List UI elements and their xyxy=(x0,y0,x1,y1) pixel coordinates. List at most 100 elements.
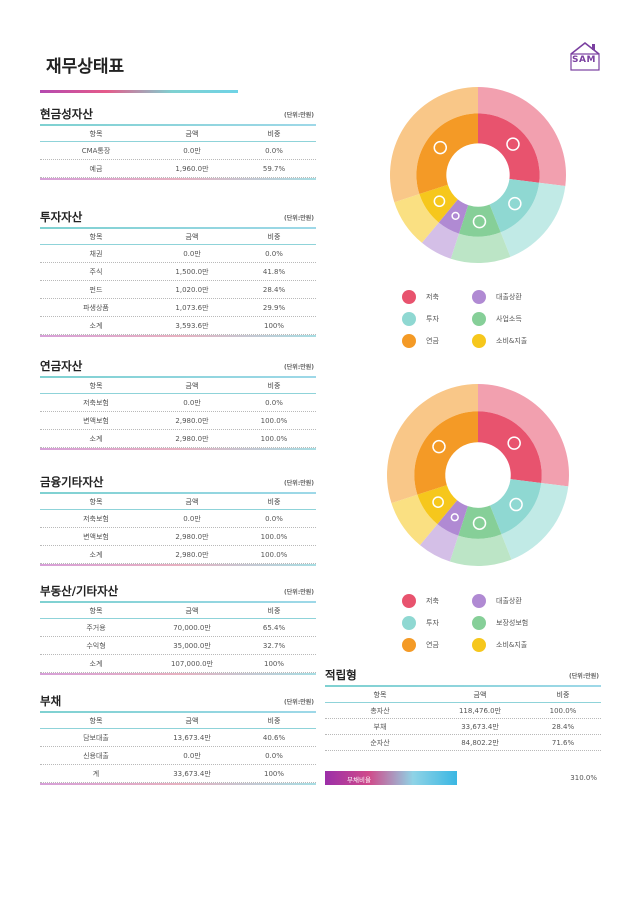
header-amount: 금액 xyxy=(185,716,199,725)
legend-label: 투자 xyxy=(426,619,439,627)
row-item: 변액보험 xyxy=(83,416,109,425)
legend-item: 저축 xyxy=(402,594,439,608)
legend-swatch xyxy=(402,290,416,304)
section-rule xyxy=(40,601,316,603)
legend-item: 소비&지출 xyxy=(472,638,527,652)
section-title: 부동산/기타자산 xyxy=(40,584,119,598)
row-share: 100.0% xyxy=(260,416,288,425)
section-rule xyxy=(40,227,316,229)
logo-text: SAM xyxy=(572,55,596,65)
legend-label: 연금 xyxy=(426,337,439,345)
section-rule xyxy=(325,685,601,687)
row-amount: 2,980.0만 xyxy=(175,550,209,559)
legend-label: 저축 xyxy=(426,293,439,301)
row-item: CMA통장 xyxy=(81,146,111,155)
row-amount: 1,020.0만 xyxy=(175,285,209,294)
row-share: 0.0% xyxy=(265,514,283,523)
table-row: 총자산 118,476.0만 100.0% xyxy=(325,703,601,719)
donut-outer-segment xyxy=(394,194,439,243)
debt-ratio-value: 310.0% xyxy=(570,774,597,782)
legend-label: 보장성보험 xyxy=(496,619,529,627)
donut-outer-segment xyxy=(478,384,569,487)
header-item: 항목 xyxy=(89,497,103,506)
row-amount: 0.0만 xyxy=(183,514,201,523)
legend-label: 투자 xyxy=(426,315,439,323)
row-item: 주식 xyxy=(89,267,103,276)
section-title: 연금자산 xyxy=(40,359,83,373)
legend-swatch xyxy=(472,594,486,608)
investment-assets-section: 투자자산 (단위:만원) 항목 금액 비중 채권 0.0만 0.0% 주식 1,500.0만 41.… xyxy=(40,209,316,337)
header-share: 비중 xyxy=(267,232,281,241)
cash-assets-section: 현금성자산 (단위:만원) 항목 금액 비중 CMA통장 0.0만 0.0% 예금 1,960.0… xyxy=(40,106,316,180)
debt-ratio-label: 부채비율 xyxy=(347,776,371,784)
row-amount: 35,000.0만 xyxy=(173,641,211,650)
section-end-rule xyxy=(40,178,316,180)
section-end-rule xyxy=(40,335,316,337)
invest-icon xyxy=(509,497,523,512)
debt-ratio-bar: 부채비율 310.0% xyxy=(325,771,601,785)
legend-label: 소비&지출 xyxy=(496,337,528,345)
table-row: 저축보험 0.0만 0.0% xyxy=(40,394,316,412)
table-row: 변액보험 2,980.0만 100.0% xyxy=(40,412,316,430)
donut-outer-segment xyxy=(501,482,569,560)
section-rule xyxy=(40,376,316,378)
donut-outer-segment xyxy=(449,534,512,566)
donut-segment xyxy=(419,184,458,223)
section-title: 부채 xyxy=(40,694,62,708)
table-row: 신용대출 0.0만 0.0% xyxy=(40,747,316,765)
row-item: 예금 xyxy=(89,164,103,173)
row-item: 변액보험 xyxy=(83,532,109,541)
row-item: 수익형 xyxy=(86,641,106,650)
table-row: 소계 3,593.6만 100% xyxy=(40,317,316,335)
consumption-icon xyxy=(433,140,448,155)
table-row: 부채 33,673.4만 28.4% xyxy=(325,719,601,735)
header-share: 비중 xyxy=(267,497,281,506)
table-row: 파생상품 1,073.6만 29.9% xyxy=(40,299,316,317)
row-item: 소계 xyxy=(89,550,103,559)
header-share: 비중 xyxy=(267,606,281,615)
financial-other-assets-section: 금융기타자산 (단위:만원) 항목 금액 비중 저축보험 0.0만 0.0% 변액보험 2,980… xyxy=(40,474,316,566)
row-share: 100.0% xyxy=(260,550,288,559)
donut-outer-segment xyxy=(390,87,478,203)
section-title: 적립형 xyxy=(325,668,357,682)
unit-label: (단위:만원) xyxy=(569,673,599,680)
legend-item: 대출상환 xyxy=(472,290,522,304)
row-amount: 70,000.0만 xyxy=(173,623,211,632)
table-row: CMA통장 0.0만 0.0% xyxy=(40,142,316,160)
header-amount: 금액 xyxy=(185,232,199,241)
legend-item: 사업소득 xyxy=(472,312,522,326)
legend-label: 대출상환 xyxy=(496,293,522,301)
row-share: 65.4% xyxy=(262,623,286,632)
header-amount: 금액 xyxy=(185,129,199,138)
row-amount: 13,673.4만 xyxy=(173,733,211,742)
row-share: 100.0% xyxy=(260,434,288,443)
section-title: 금융기타자산 xyxy=(40,475,104,489)
unit-label: (단위:만원) xyxy=(284,364,314,371)
header-item: 항목 xyxy=(373,690,387,699)
legend-swatch xyxy=(402,616,416,630)
row-amount: 107,000.0만 xyxy=(170,659,214,668)
debt-ratio-fill xyxy=(325,771,458,785)
section-rule xyxy=(40,124,316,126)
row-amount: 1,500.0만 xyxy=(175,267,209,276)
table-header: 항목 금액 비중 xyxy=(40,494,316,510)
unit-label: (단위:만원) xyxy=(284,215,314,222)
legend-swatch xyxy=(402,594,416,608)
row-share: 0.0% xyxy=(265,249,283,258)
legend-item: 소비&지출 xyxy=(472,334,527,348)
legend-label: 사업소득 xyxy=(496,315,522,323)
table-row: 주거용 70,000.0만 65.4% xyxy=(40,619,316,637)
row-share: 100.0% xyxy=(549,706,577,715)
legend-label: 대출상환 xyxy=(496,597,522,605)
header-item: 항목 xyxy=(89,129,103,138)
row-amount: 2,980.0만 xyxy=(175,416,209,425)
donut-outer-segment xyxy=(421,222,459,259)
row-item: 소계 xyxy=(89,321,103,330)
table-row: 순자산 84,802.2만 71.6% xyxy=(325,735,601,751)
table-header: 항목 금액 비중 xyxy=(40,229,316,245)
row-share: 71.6% xyxy=(551,738,575,747)
section-end-rule xyxy=(40,564,316,566)
table-row: 소계 2,980.0만 100.0% xyxy=(40,430,316,448)
unit-label: (단위:만원) xyxy=(284,112,314,119)
row-share: 100% xyxy=(263,321,284,330)
